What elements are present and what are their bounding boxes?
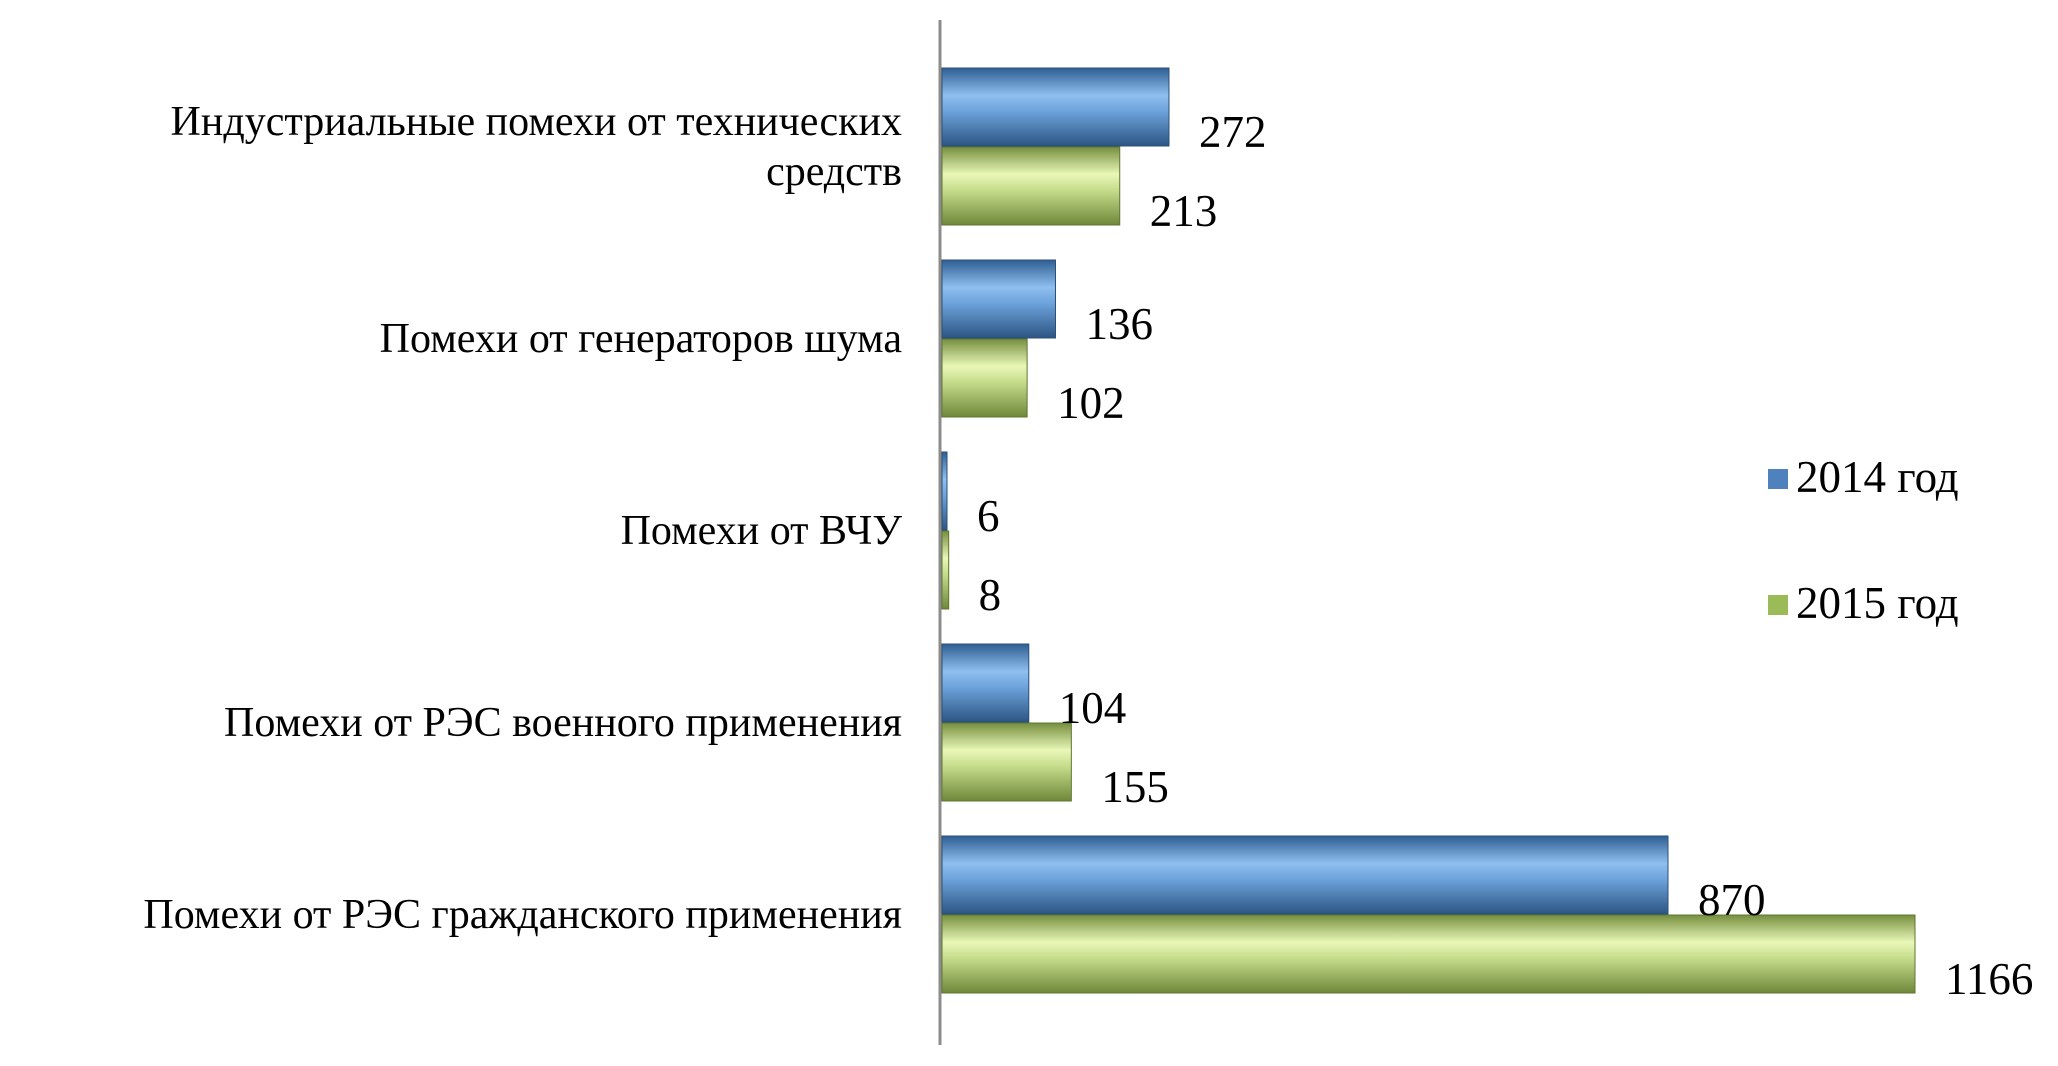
bar-series-2014: [941, 643, 1030, 723]
category-label: Помехи от РЭС гражданского применения: [143, 892, 902, 938]
legend-swatch: [1768, 469, 1788, 489]
legend: 2014 год 2015 год: [1768, 452, 1959, 628]
bars-layer: [941, 67, 1916, 994]
category-label: Индустриальные помехи от технических: [171, 99, 902, 145]
bar-series-2015: [941, 146, 1121, 226]
data-label: 102: [1057, 378, 1125, 428]
category-label: Помехи от генераторов шума: [380, 316, 903, 362]
legend-label: 2014 год: [1796, 452, 1959, 502]
category-label: средств: [766, 149, 902, 195]
bar-series-2015: [941, 722, 1072, 802]
data-label: 136: [1085, 299, 1153, 349]
bar-series-2014: [941, 451, 948, 531]
legend-label: 2015 год: [1796, 578, 1959, 628]
bar-series-2014: [941, 67, 1170, 147]
data-label: 6: [977, 491, 1000, 541]
data-label: 213: [1150, 186, 1218, 236]
data-label: 870: [1698, 875, 1766, 925]
category-label: Помехи от РЭС военного применения: [224, 700, 902, 746]
bar-series-2015: [941, 914, 1916, 994]
bar-series-2015: [941, 530, 950, 610]
legend-swatch: [1768, 595, 1788, 615]
labels-layer: Индустриальные помехи от техническихсред…: [143, 99, 2033, 1004]
bar-series-2015: [941, 338, 1028, 418]
category-label: Помехи от ВЧУ: [621, 508, 903, 554]
bar-series-2014: [941, 835, 1669, 915]
bar-series-2014: [941, 259, 1056, 339]
data-label: 155: [1101, 762, 1169, 812]
data-label: 104: [1059, 683, 1127, 733]
data-label: 8: [979, 570, 1002, 620]
data-label: 1166: [1945, 954, 2033, 1004]
data-label: 272: [1199, 107, 1267, 157]
